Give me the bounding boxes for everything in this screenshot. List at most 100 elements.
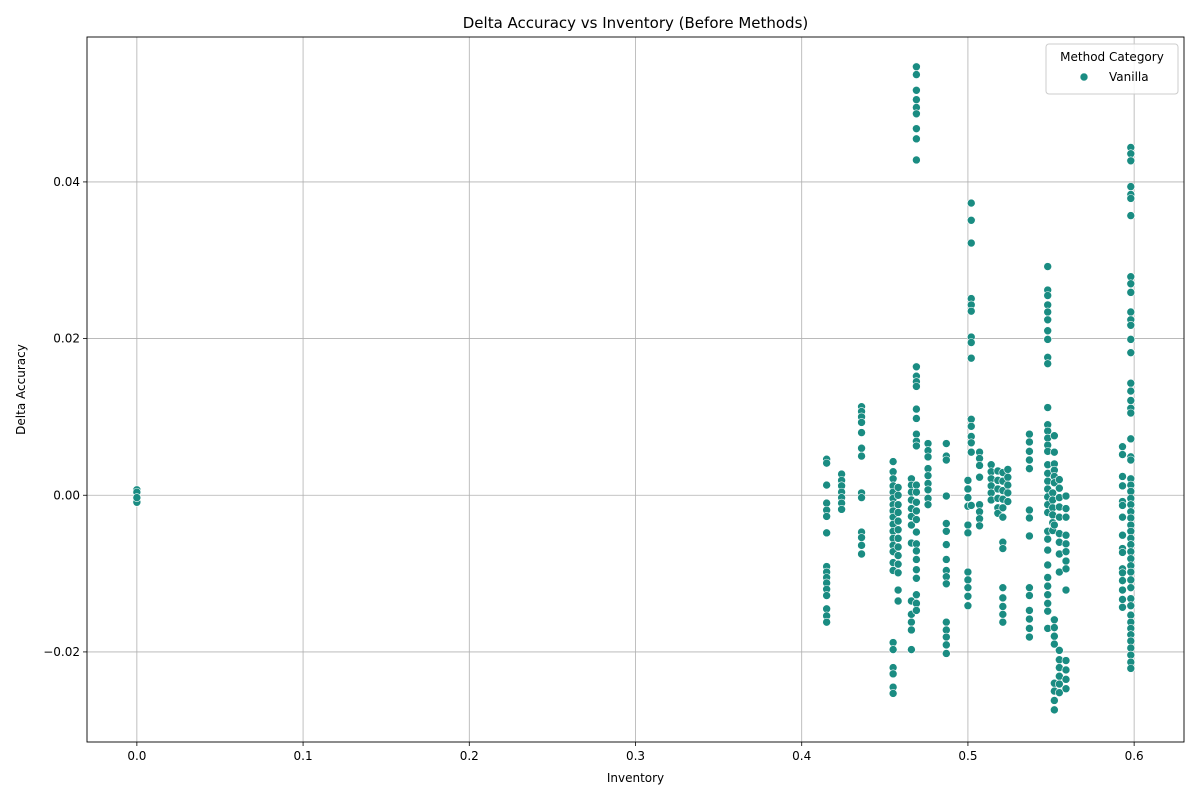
data-point bbox=[942, 579, 951, 589]
data-point bbox=[1061, 564, 1071, 574]
data-point bbox=[912, 109, 921, 119]
data-point bbox=[893, 500, 903, 509]
data-point bbox=[822, 480, 831, 490]
data-point bbox=[963, 484, 973, 494]
x-axis-label: Inventory bbox=[607, 771, 664, 785]
data-point bbox=[912, 404, 921, 414]
data-point bbox=[998, 610, 1008, 619]
x-tick-label: 0.0 bbox=[127, 749, 146, 763]
data-point bbox=[966, 501, 976, 510]
data-point bbox=[1025, 624, 1034, 633]
data-point bbox=[923, 500, 933, 509]
data-point bbox=[1043, 262, 1053, 271]
data-point bbox=[1126, 378, 1136, 388]
grid-layer bbox=[87, 37, 1184, 742]
data-point bbox=[1061, 556, 1071, 566]
data-point bbox=[822, 458, 831, 468]
data-point bbox=[1043, 599, 1053, 608]
data-point bbox=[1043, 315, 1053, 325]
data-point bbox=[837, 505, 846, 514]
data-point bbox=[912, 515, 921, 524]
data-point bbox=[912, 70, 921, 79]
data-point bbox=[1025, 632, 1034, 642]
data-point bbox=[963, 601, 973, 611]
data-point bbox=[1126, 408, 1136, 418]
data-point bbox=[942, 519, 951, 528]
data-point bbox=[1025, 614, 1034, 624]
data-point bbox=[1043, 291, 1053, 300]
data-point bbox=[888, 645, 898, 654]
data-point bbox=[1126, 583, 1136, 592]
data-point bbox=[1025, 531, 1034, 541]
data-point bbox=[912, 362, 921, 372]
data-point bbox=[888, 689, 898, 698]
data-point bbox=[1025, 455, 1034, 465]
data-point bbox=[912, 506, 921, 516]
data-point bbox=[942, 455, 951, 465]
data-point bbox=[912, 555, 921, 564]
legend-title: Method Category bbox=[1060, 50, 1164, 64]
data-point bbox=[1118, 530, 1127, 540]
data-point bbox=[1118, 450, 1127, 459]
data-point bbox=[907, 625, 916, 635]
data-point bbox=[942, 439, 951, 448]
data-point bbox=[1043, 403, 1053, 412]
data-point bbox=[912, 565, 921, 574]
data-point bbox=[923, 452, 933, 462]
data-point bbox=[1003, 488, 1013, 498]
data-point bbox=[1118, 548, 1127, 557]
data-point bbox=[857, 533, 866, 542]
data-point bbox=[1126, 664, 1136, 673]
data-point bbox=[1043, 606, 1053, 616]
data-point bbox=[966, 438, 976, 448]
y-tick-label: 0.00 bbox=[53, 488, 80, 502]
data-point bbox=[1061, 585, 1071, 595]
data-point bbox=[857, 493, 866, 502]
data-point bbox=[998, 617, 1008, 627]
data-point bbox=[1055, 475, 1064, 484]
data-point bbox=[963, 575, 973, 585]
legend-frame bbox=[1045, 43, 1179, 95]
data-point bbox=[893, 508, 903, 517]
data-point bbox=[822, 591, 831, 600]
data-point bbox=[893, 559, 903, 569]
data-point bbox=[1126, 182, 1136, 191]
data-point bbox=[893, 542, 903, 552]
data-point bbox=[1050, 631, 1059, 641]
y-tick-label: −0.02 bbox=[43, 645, 80, 659]
data-point bbox=[1118, 595, 1127, 604]
data-point bbox=[963, 520, 973, 530]
data-point bbox=[1061, 665, 1071, 675]
data-point bbox=[1043, 590, 1053, 600]
data-point bbox=[912, 134, 921, 144]
data-point bbox=[1126, 386, 1136, 396]
data-point bbox=[1050, 696, 1059, 705]
data-point bbox=[1025, 429, 1034, 439]
data-point bbox=[966, 306, 976, 316]
data-point bbox=[888, 457, 898, 466]
points-layer bbox=[132, 62, 1136, 715]
data-point bbox=[912, 155, 921, 165]
legend-marker-vanilla bbox=[1079, 72, 1089, 82]
data-point bbox=[857, 451, 866, 461]
data-point bbox=[1118, 501, 1127, 510]
data-point bbox=[966, 338, 976, 347]
data-point bbox=[963, 567, 973, 577]
data-point bbox=[1118, 568, 1127, 578]
data-point bbox=[1025, 447, 1034, 456]
data-point bbox=[893, 490, 903, 500]
x-tick-label: 0.6 bbox=[1125, 749, 1144, 763]
data-point bbox=[1025, 464, 1034, 473]
data-point bbox=[893, 534, 903, 543]
data-point bbox=[998, 503, 1008, 513]
data-point bbox=[1003, 465, 1013, 474]
data-point bbox=[1025, 437, 1034, 447]
data-point bbox=[1126, 434, 1136, 444]
data-point bbox=[893, 483, 903, 492]
data-point bbox=[1050, 623, 1059, 632]
data-point bbox=[1061, 504, 1071, 513]
data-point bbox=[1126, 156, 1136, 166]
data-point bbox=[1043, 307, 1053, 317]
data-point bbox=[1043, 581, 1053, 591]
chart-title: Delta Accuracy vs Inventory (Before Meth… bbox=[463, 14, 809, 32]
